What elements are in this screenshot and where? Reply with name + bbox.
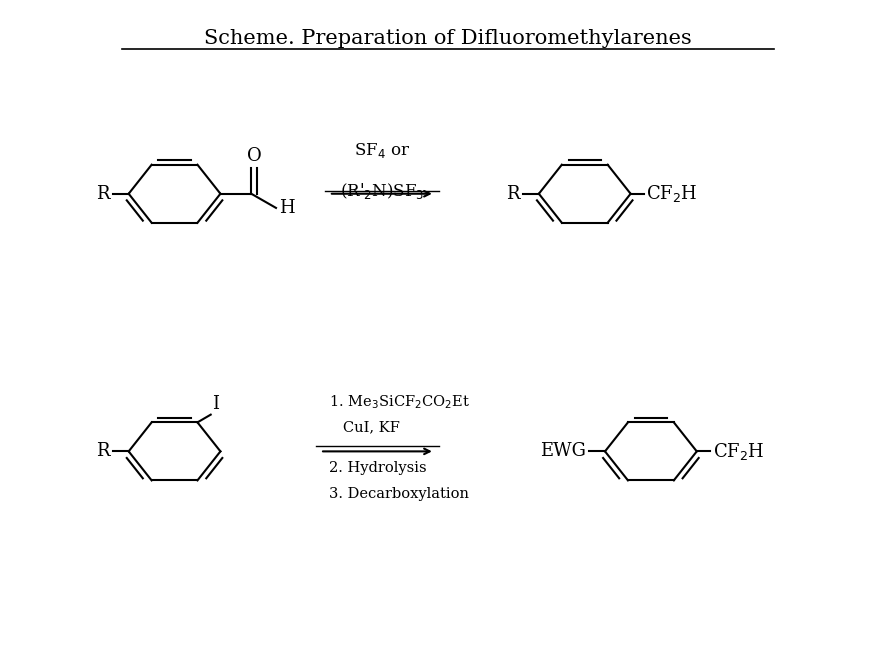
Text: 3. Decarboxylation: 3. Decarboxylation: [329, 487, 469, 501]
Text: SF$_4$ or: SF$_4$ or: [354, 141, 410, 161]
Text: CF$_2$H: CF$_2$H: [647, 183, 698, 204]
Text: CuI, KF: CuI, KF: [329, 420, 400, 434]
Text: 1. Me$_3$SiCF$_2$CO$_2$Et: 1. Me$_3$SiCF$_2$CO$_2$Et: [329, 393, 470, 411]
Text: H: H: [280, 199, 295, 217]
Text: Scheme. Preparation of Difluoromethylarenes: Scheme. Preparation of Difluoromethylare…: [204, 30, 692, 49]
Text: 2. Hydrolysis: 2. Hydrolysis: [329, 461, 426, 475]
Text: R: R: [96, 442, 109, 461]
Text: R: R: [506, 185, 520, 203]
Text: O: O: [247, 147, 262, 164]
Text: EWG: EWG: [539, 442, 586, 461]
Text: I: I: [212, 395, 220, 413]
Text: R: R: [96, 185, 109, 203]
Text: CF$_2$H: CF$_2$H: [712, 441, 764, 462]
Text: (R$'_2$N)SF$_3$: (R$'_2$N)SF$_3$: [340, 181, 424, 201]
